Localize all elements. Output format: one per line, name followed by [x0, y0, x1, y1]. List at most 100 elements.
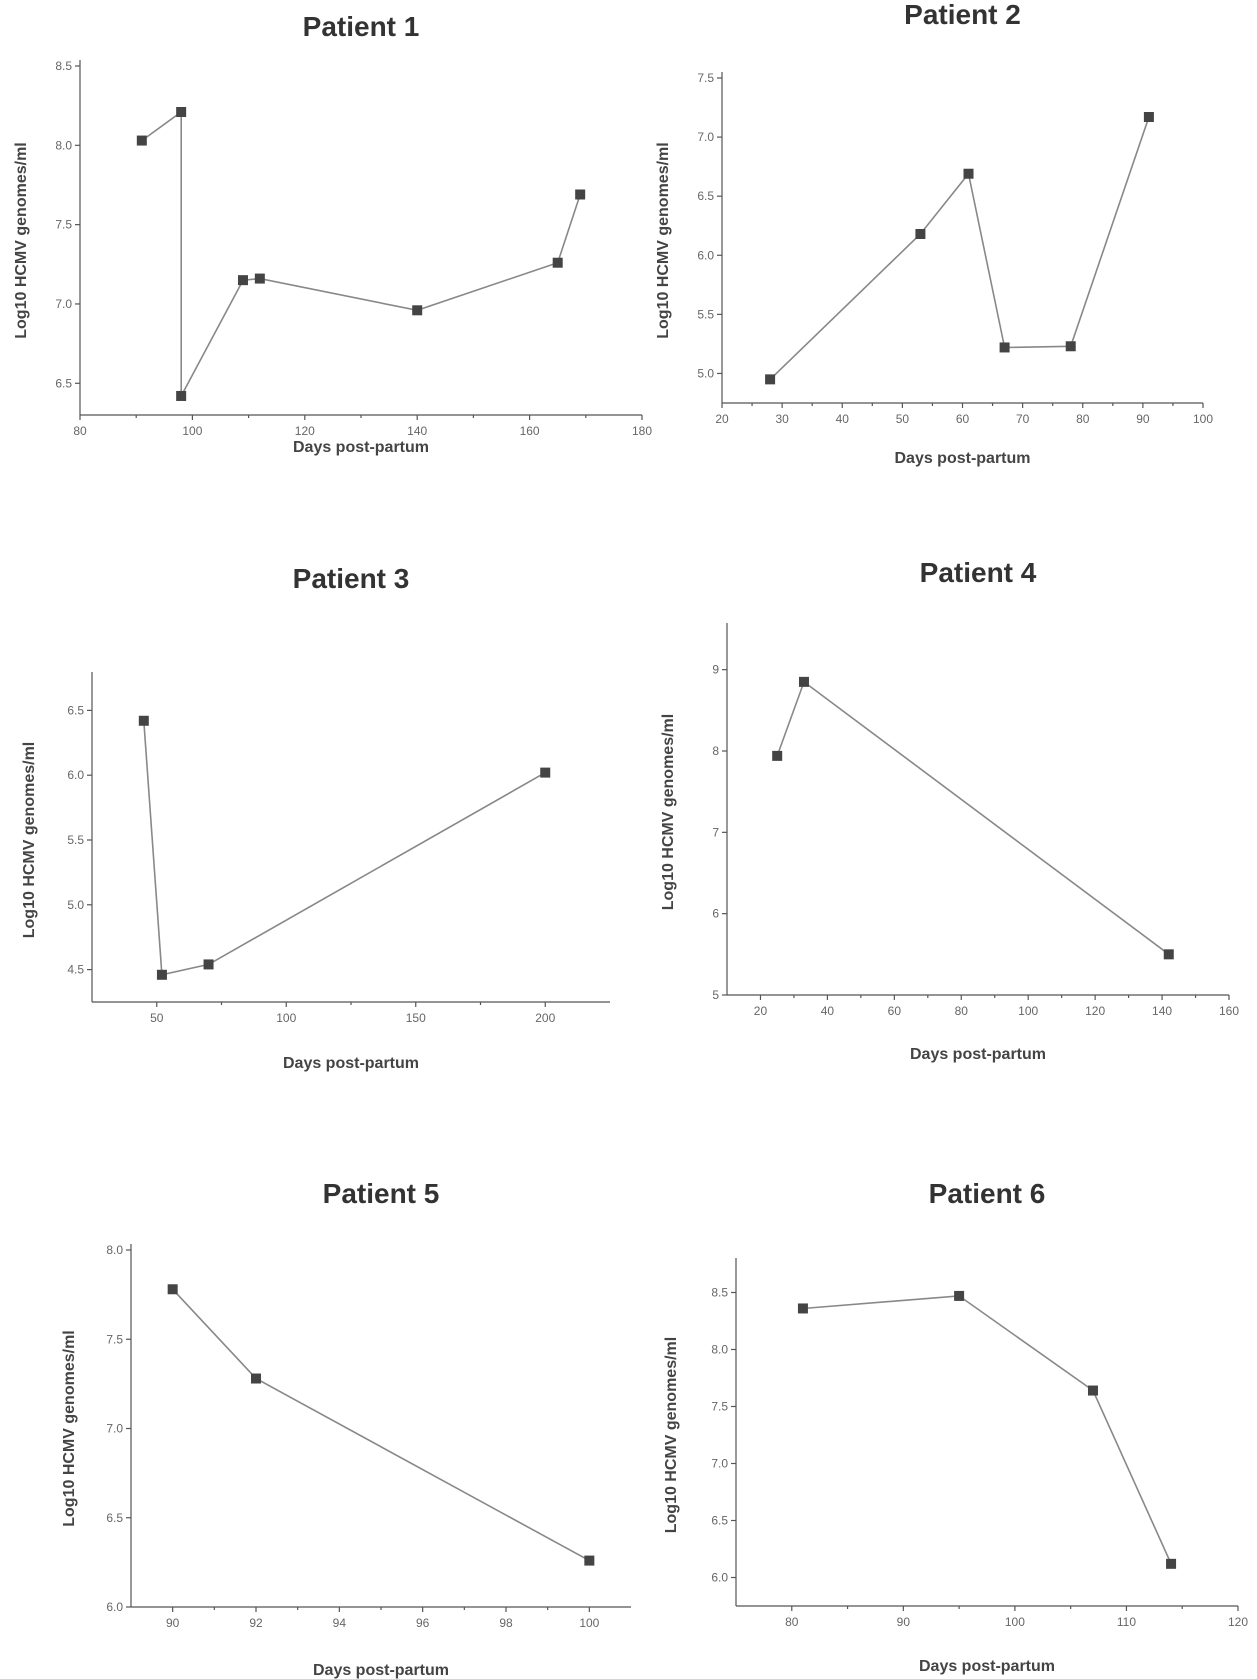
x-tick-label: 50: [896, 412, 910, 426]
x-tick-label: 100: [1018, 1004, 1038, 1018]
x-tick-label: 50: [150, 1011, 164, 1025]
x-tick-label: 80: [1076, 412, 1090, 426]
y-tick-label: 8: [712, 744, 719, 758]
x-tick-label: 80: [955, 1004, 969, 1018]
x-axis-label: Days post-partum: [919, 1658, 1055, 1675]
y-axis-label: Log10 HCMV genomes/ml: [655, 142, 672, 338]
x-axis-label: Days post-partum: [313, 1662, 449, 1679]
y-axis-label: Log10 HCMV genomes/ml: [61, 1330, 78, 1526]
data-point-marker: [552, 257, 563, 268]
x-tick-label: 90: [166, 1616, 180, 1630]
y-tick-label: 6: [712, 907, 719, 921]
x-tick-label: 100: [182, 424, 202, 438]
data-point-marker: [251, 1373, 261, 1384]
y-tick-label: 7.5: [697, 71, 714, 85]
x-tick-label: 80: [785, 1615, 799, 1629]
y-tick-label: 7.0: [697, 130, 714, 144]
data-point-marker: [1087, 1385, 1098, 1396]
x-tick-label: 60: [888, 1004, 902, 1018]
y-tick-label: 6.5: [711, 1514, 728, 1528]
chart-title: Patient 6: [929, 1178, 1046, 1209]
x-tick-label: 110: [1117, 1615, 1136, 1629]
x-axis-label: Days post-partum: [894, 450, 1030, 467]
y-axis-label: Log10 HCMV genomes/ml: [660, 714, 677, 910]
x-tick-label: 30: [775, 412, 789, 426]
x-tick-label: 94: [333, 1616, 347, 1630]
data-point-marker: [963, 168, 974, 179]
data-point-marker: [156, 969, 167, 980]
y-tick-label: 6.0: [67, 768, 84, 782]
y-tick-label: 5: [712, 988, 719, 1002]
y-tick-label: 7.5: [106, 1332, 123, 1346]
y-tick-label: 8.0: [55, 138, 72, 152]
y-tick-label: 8.0: [711, 1343, 728, 1357]
chart-title: Patient 3: [293, 563, 410, 594]
y-tick-label: 6.0: [106, 1600, 123, 1614]
x-tick-label: 150: [406, 1011, 426, 1025]
x-tick-label: 80: [73, 424, 87, 438]
y-tick-label: 8.0: [106, 1243, 123, 1257]
chart-title: Patient 4: [920, 557, 1037, 588]
y-tick-label: 6.5: [55, 376, 72, 390]
data-point-marker: [999, 342, 1010, 353]
data-point-marker: [203, 959, 214, 970]
y-tick-label: 5.5: [67, 833, 84, 847]
data-point-marker: [167, 1284, 178, 1295]
chart-panel-4: Patient 4 20 40 60 80 100 120 140 160 5 6 7 8 9 Days p…: [660, 557, 1239, 1063]
data-point-marker: [1065, 341, 1076, 352]
y-tick-label: 6.5: [697, 189, 714, 203]
data-point-marker: [176, 390, 187, 401]
data-point-marker: [584, 1555, 595, 1566]
x-axis-label: Days post-partum: [910, 1046, 1046, 1063]
chart-title: Patient 2: [904, 0, 1021, 30]
data-point-marker: [237, 275, 248, 286]
x-tick-label: 90: [897, 1615, 911, 1629]
chart-panel-2: Patient 2 20 30 40 50 60 70 80 90 100 5.0 5.5 6.0 6.5…: [655, 0, 1213, 467]
data-point-marker: [1166, 1558, 1177, 1569]
x-tick-label: 100: [1005, 1615, 1025, 1629]
chart-title: Patient 5: [323, 1178, 440, 1209]
x-tick-label: 90: [1136, 412, 1150, 426]
x-tick-label: 100: [579, 1616, 599, 1630]
x-tick-label: 120: [295, 424, 315, 438]
data-point-marker: [954, 1290, 965, 1301]
y-tick-label: 5.0: [697, 366, 714, 380]
data-point-marker: [575, 189, 586, 200]
x-tick-label: 160: [1219, 1004, 1239, 1018]
data-point-marker: [412, 305, 423, 316]
y-axis-label: Log10 HCMV genomes/ml: [21, 742, 38, 938]
data-point-marker: [254, 273, 265, 284]
chart-panel-1: Patient 1 80 100 120 140 160 180 6.5 7.0 7.5 8.0 8.…: [13, 11, 652, 456]
x-tick-label: 70: [1016, 412, 1030, 426]
y-tick-label: 6.5: [106, 1511, 123, 1525]
series-line: [802, 1295, 1172, 1565]
data-point-marker: [1143, 112, 1154, 122]
x-tick-label: 60: [956, 412, 970, 426]
y-tick-label: 7.0: [55, 297, 72, 311]
data-point-marker: [136, 135, 147, 146]
chart-panel-6: Patient 6 80 90 100 110 120 6.0 6.5 7.0 7.5 8.0 8.5…: [663, 1178, 1248, 1675]
y-tick-label: 4.5: [67, 963, 84, 977]
x-tick-label: 120: [1085, 1004, 1105, 1018]
x-tick-label: 100: [276, 1011, 296, 1025]
data-point-marker: [540, 767, 551, 778]
series-line: [776, 680, 1170, 955]
x-tick-label: 92: [249, 1616, 263, 1630]
data-point-marker: [176, 107, 187, 118]
y-tick-label: 6.0: [697, 248, 714, 262]
x-axis-label: Days post-partum: [293, 439, 429, 456]
y-tick-label: 8.5: [55, 59, 72, 73]
y-axis-label: Log10 HCMV genomes/ml: [13, 142, 30, 338]
x-tick-label: 140: [1152, 1004, 1172, 1018]
x-tick-label: 200: [535, 1011, 555, 1025]
chart-panel-5: Patient 5 90 92 94 96 98 100 6.0 6.5 7.0 7.5 8.0 Day…: [61, 1178, 631, 1679]
x-tick-label: 120: [1228, 1615, 1248, 1629]
x-tick-label: 20: [754, 1004, 768, 1018]
y-tick-label: 8.5: [711, 1286, 728, 1300]
y-tick-label: 7.0: [711, 1457, 728, 1471]
x-tick-label: 40: [821, 1004, 835, 1018]
x-tick-label: 98: [499, 1616, 513, 1630]
chart-title: Patient 1: [303, 11, 420, 42]
chart-panel-3: Patient 3 50 100 150 200 4.5 5.0 5.5 6.0 6.5 Days …: [21, 563, 610, 1072]
x-tick-label: 20: [715, 412, 729, 426]
